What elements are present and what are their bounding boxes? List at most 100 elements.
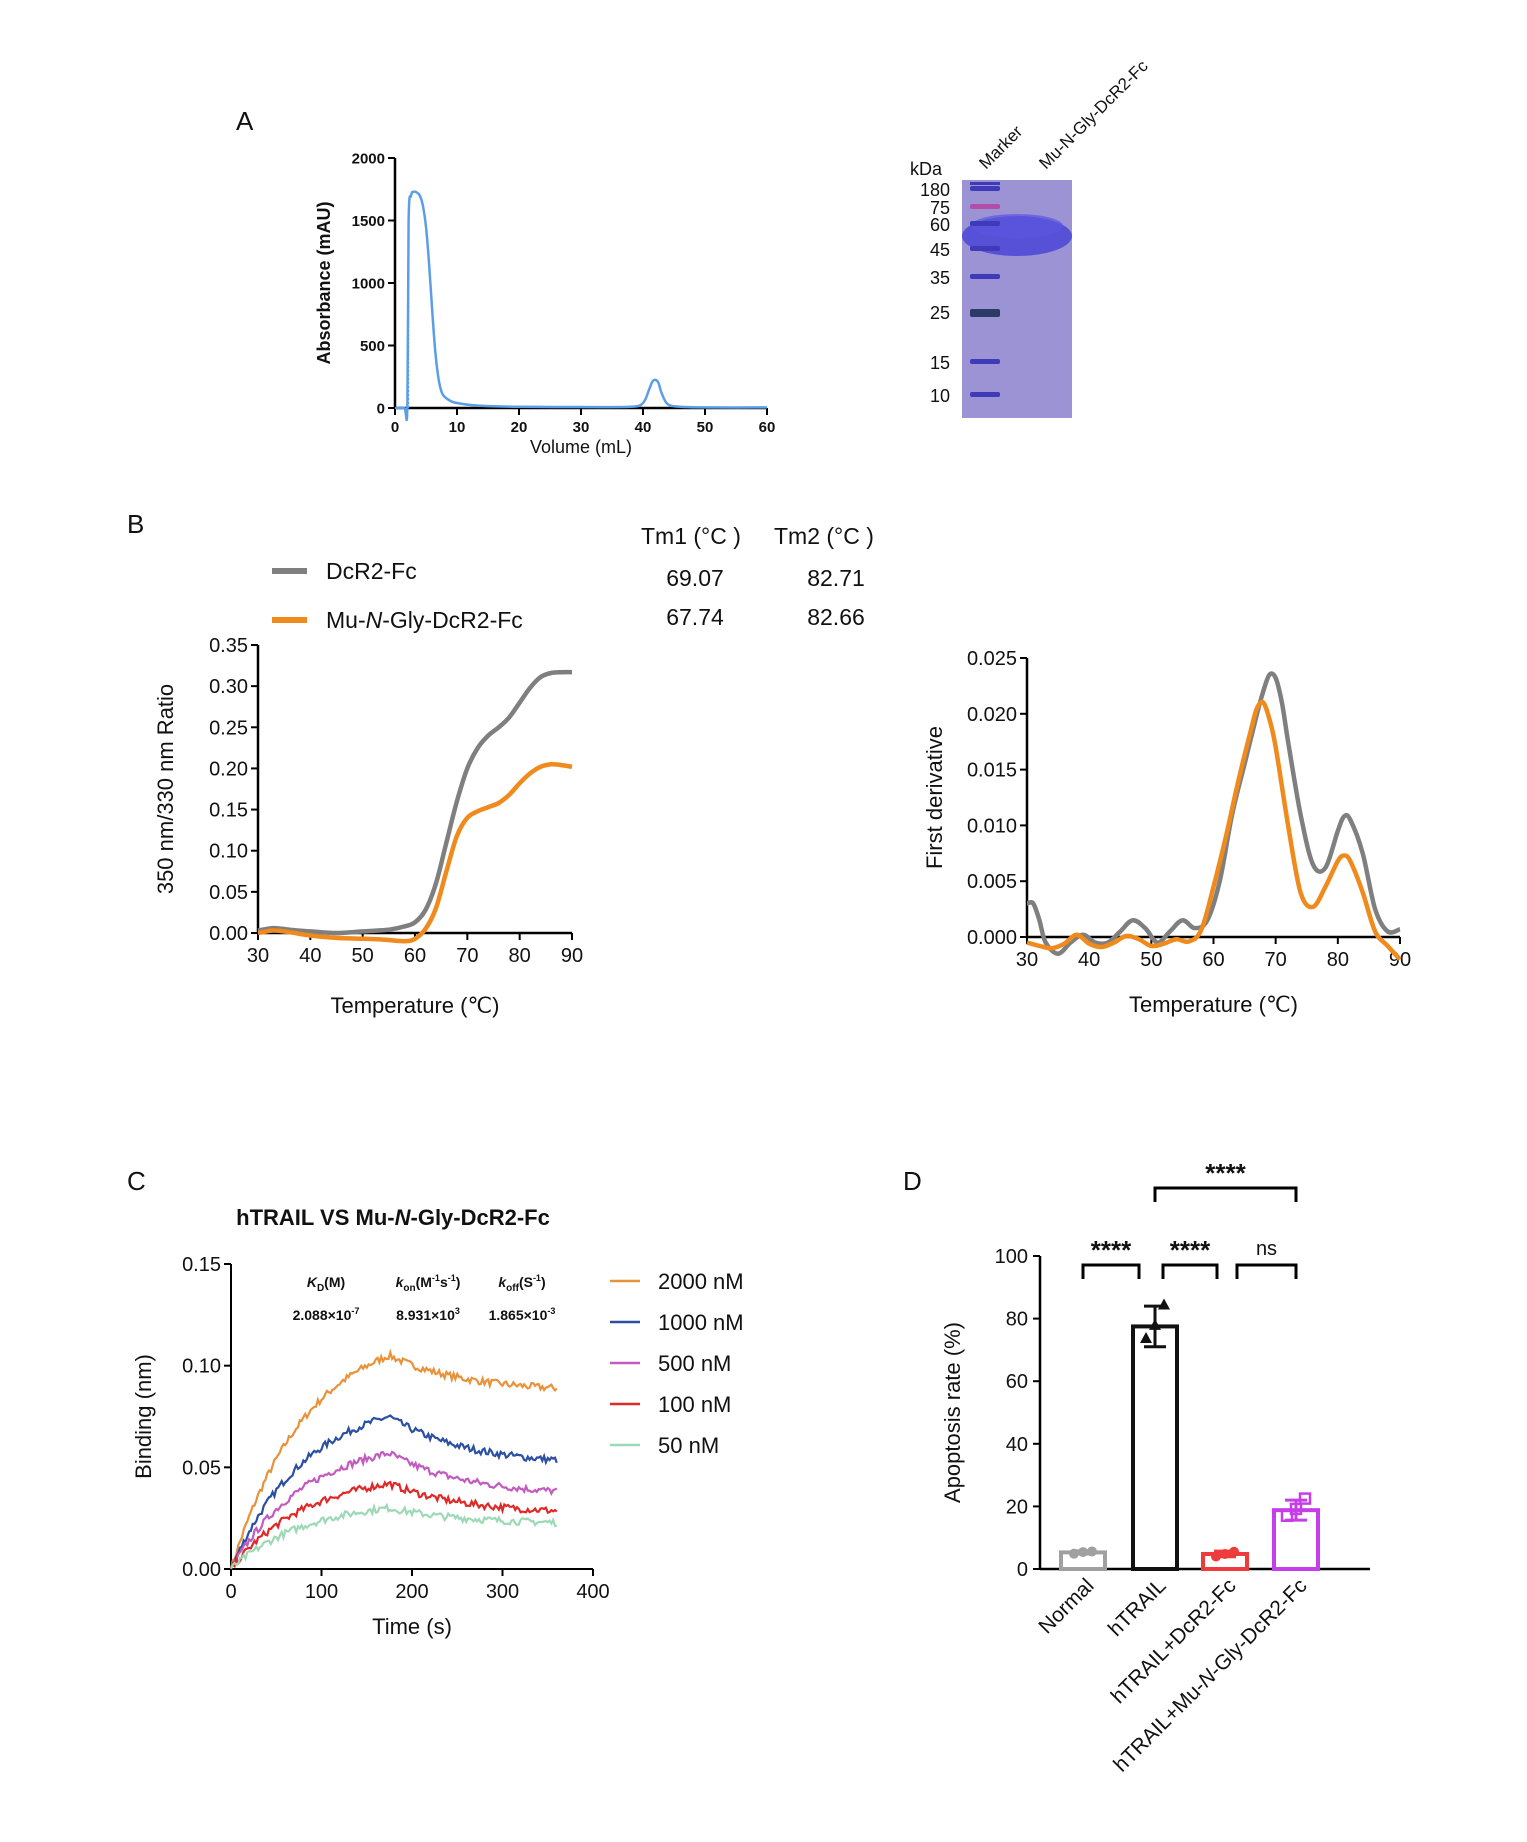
legend-label: 500 nM xyxy=(658,1351,731,1376)
ladder-band xyxy=(970,274,1000,279)
gel-lane-label: Mu-N-Gly-DcR2-Fc xyxy=(1035,56,1152,173)
legend-label: 2000 nM xyxy=(658,1269,744,1294)
y-tick-label: 1000 xyxy=(352,275,385,292)
data-point xyxy=(1069,1548,1079,1559)
y-tick-label: 20 xyxy=(1006,1496,1028,1518)
x-tick-label: 40 xyxy=(1078,949,1100,971)
y-tick-label: 0 xyxy=(377,400,385,417)
y-tick-label: 80 xyxy=(1006,1309,1028,1331)
y-tick-label: 0.20 xyxy=(209,758,248,780)
data-point xyxy=(1289,1502,1303,1516)
y-tick-label: 0.05 xyxy=(182,1457,221,1479)
kon-header: kon(M-1s-1) xyxy=(396,1273,461,1294)
x-tick-label: 10 xyxy=(449,419,466,436)
significance-bracket xyxy=(1235,1263,1298,1279)
data-point xyxy=(1298,1492,1312,1505)
x-tick-label: 60 xyxy=(759,419,776,436)
x-tick-label: 30 xyxy=(247,945,269,967)
x-tick-label: 0 xyxy=(391,419,399,436)
bli-chart: 0 100 200 300 400 0.00 0.05 0.10 0.15 Time (s) Bin… xyxy=(131,1254,610,1639)
y-tick-label: 0.15 xyxy=(209,800,248,822)
x-tick-label: 400 xyxy=(576,1581,609,1603)
legend-c: 2000 nM 1000 nM 500 nM 100 nM 50 nM xyxy=(610,1269,744,1458)
gel-kda-label: kDa xyxy=(910,159,943,179)
x-tick-label: 70 xyxy=(456,945,478,967)
ladder-band xyxy=(970,359,1000,364)
panel-label-a: A xyxy=(236,106,254,136)
panel-label-c: C xyxy=(127,1166,146,1196)
data-point xyxy=(1158,1298,1170,1310)
ladder-band xyxy=(970,246,1000,251)
tm-cell: 82.66 xyxy=(807,604,865,630)
ladder-label: 15 xyxy=(930,353,950,373)
x-tick-label: 100 xyxy=(305,1581,338,1603)
significance-label: **** xyxy=(1205,1158,1246,1188)
significance-bracket xyxy=(1081,1263,1141,1279)
x-tick-label: 300 xyxy=(486,1581,519,1603)
derivative-chart: 30 40 50 60 70 80 900.0000.0050.0100.0150.0200… xyxy=(922,648,1411,1017)
kd-value: 2.088×10-7 xyxy=(293,1306,360,1323)
tm-header-2: Tm2 (°C ) xyxy=(774,523,874,549)
x-tick-label: 90 xyxy=(561,945,583,967)
data-point xyxy=(1211,1551,1221,1562)
x-tick-label: 0 xyxy=(225,1581,236,1603)
kon-value: 8.931×103 xyxy=(396,1306,460,1323)
significance-label: **** xyxy=(1091,1235,1132,1265)
kinetics-table: KD(M) kon(M-1s-1) koff(S-1) 2.088×10-7 8… xyxy=(293,1273,556,1323)
category-label: Normal xyxy=(1034,1574,1098,1638)
x-tick-label: 50 xyxy=(352,945,374,967)
y-tick-label: 0 xyxy=(1017,1559,1028,1581)
tm-cell: 82.71 xyxy=(807,565,865,591)
x-tick-label: 50 xyxy=(1140,949,1162,971)
binding-line xyxy=(229,1414,558,1570)
x-tick-label: 30 xyxy=(1016,949,1038,971)
x-tick-label: 80 xyxy=(509,945,531,967)
y-tick-label: 0.015 xyxy=(967,760,1017,782)
binding-line xyxy=(229,1348,558,1570)
panel-label-d: D xyxy=(903,1166,922,1196)
ladder-label: 45 xyxy=(930,240,950,260)
chromatogram-chart: 0 10 20 30 40 50 60 0 500 1000 1500 2000 Volume (mL)… xyxy=(314,150,775,457)
data-point xyxy=(1280,1509,1294,1523)
y-tick-label: 0.25 xyxy=(209,717,248,739)
ladder-label: 35 xyxy=(930,268,950,288)
x-tick-label: 200 xyxy=(395,1581,428,1603)
x-tick-label: 30 xyxy=(573,419,590,436)
derivative-line xyxy=(1026,671,1401,956)
data-point xyxy=(1078,1547,1088,1558)
y-axis-label: Binding (nm) xyxy=(131,1354,156,1479)
ladder-label: 75 xyxy=(930,198,950,218)
tm-header-1: Tm1 (°C ) xyxy=(641,523,741,549)
gel-sample-band-top xyxy=(971,214,1063,238)
data-point xyxy=(1220,1548,1230,1559)
y-tick-label: 0.020 xyxy=(967,704,1017,726)
ladder-label: 180 xyxy=(920,180,950,200)
x-axis-label: Temperature (℃) xyxy=(1129,992,1298,1017)
y-tick-label: 0.025 xyxy=(967,648,1017,670)
x-axis-label: Volume (mL) xyxy=(530,437,632,457)
legend-b: DcR2-Fc Mu-N-Gly-DcR2-Fc xyxy=(272,558,523,633)
legend-label: 1000 nM xyxy=(658,1310,744,1335)
legend-label: 100 nM xyxy=(658,1392,731,1417)
y-tick-label: 0.15 xyxy=(182,1254,221,1276)
absorbance-line xyxy=(394,190,768,422)
y-tick-label: 2000 xyxy=(352,150,385,167)
x-tick-label: 50 xyxy=(697,419,714,436)
significance-bracket xyxy=(1161,1263,1219,1279)
y-tick-label: 500 xyxy=(360,338,385,355)
data-point xyxy=(1087,1546,1097,1557)
x-tick-label: 40 xyxy=(635,419,652,436)
y-tick-label: 0.10 xyxy=(182,1356,221,1378)
ladder-label: 10 xyxy=(930,386,950,406)
x-tick-label: 20 xyxy=(511,419,528,436)
significance-label: ns xyxy=(1256,1238,1277,1260)
chart-title-c: hTRAIL VS Mu-N-Gly-DcR2-Fc xyxy=(236,1205,550,1230)
y-tick-label: 100 xyxy=(995,1246,1028,1268)
x-axis-label: Time (s) xyxy=(372,1614,452,1639)
ladder-label: 25 xyxy=(930,303,950,323)
x-tick-label: 80 xyxy=(1327,949,1349,971)
derivative-line xyxy=(1026,699,1402,961)
x-axis-label: Temperature (℃) xyxy=(331,993,500,1018)
y-tick-label: 0.00 xyxy=(209,923,248,945)
